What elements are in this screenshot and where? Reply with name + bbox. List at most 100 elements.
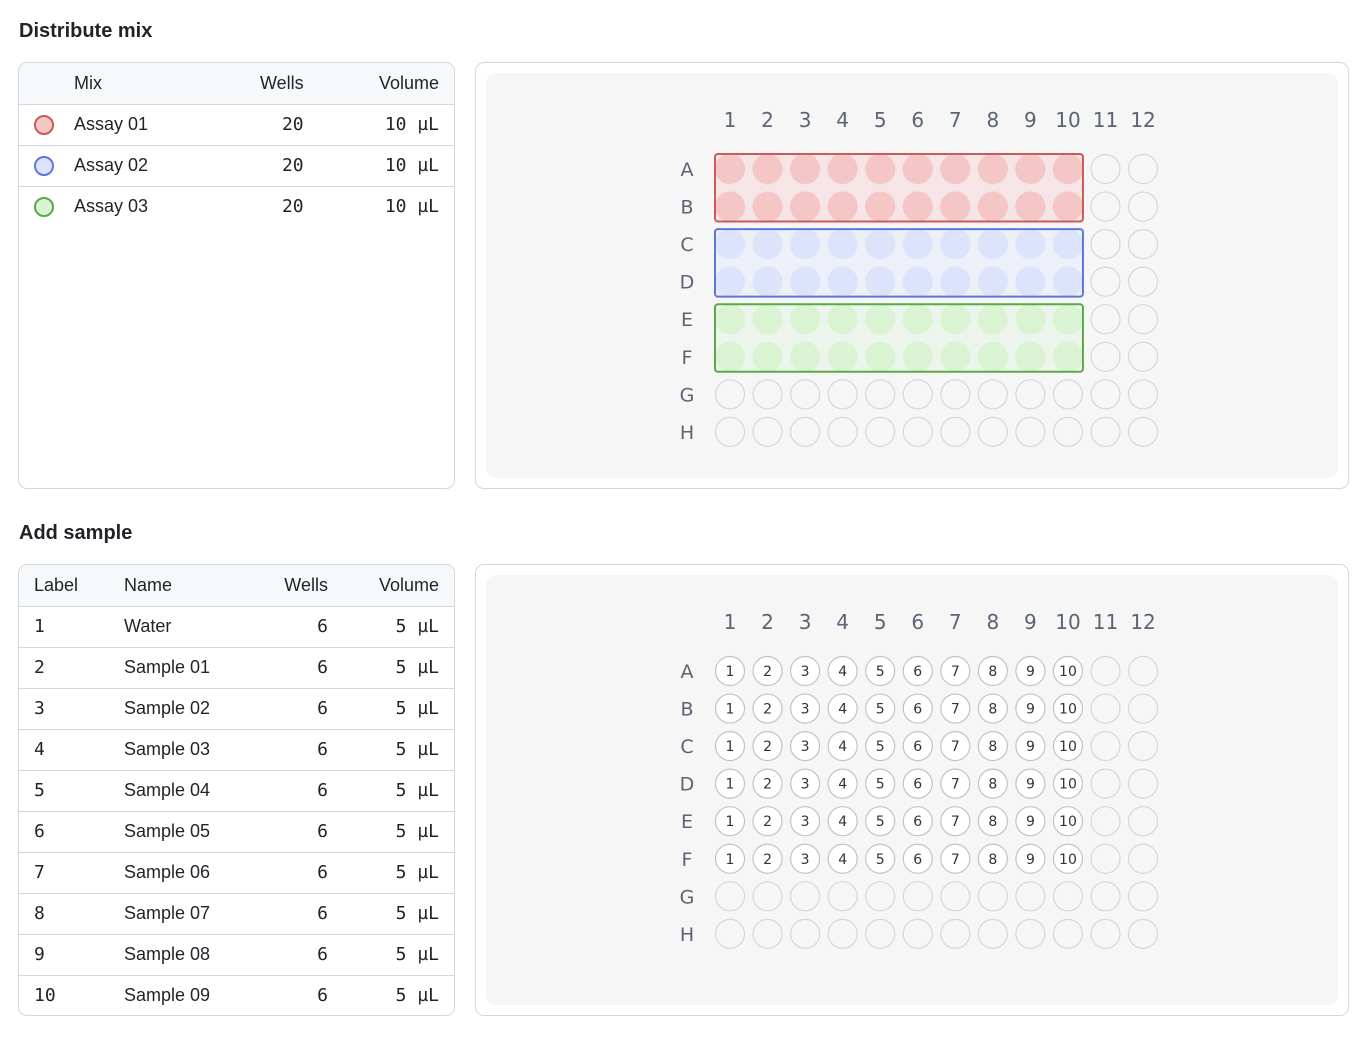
well[interactable] xyxy=(790,843,821,874)
well[interactable] xyxy=(902,416,933,447)
well[interactable] xyxy=(940,379,971,410)
well[interactable] xyxy=(1090,806,1121,837)
well[interactable] xyxy=(940,806,971,837)
well[interactable] xyxy=(977,731,1008,762)
well[interactable] xyxy=(714,806,746,837)
well[interactable] xyxy=(902,655,933,687)
well[interactable] xyxy=(1127,266,1159,297)
well[interactable] xyxy=(1015,731,1046,762)
well[interactable] xyxy=(1127,191,1159,222)
well[interactable] xyxy=(1052,918,1084,949)
well[interactable] xyxy=(1015,693,1046,724)
well[interactable] xyxy=(1052,379,1084,410)
well[interactable] xyxy=(1127,881,1159,912)
well[interactable] xyxy=(827,843,858,874)
well[interactable] xyxy=(752,379,783,410)
well[interactable] xyxy=(1015,881,1046,912)
mix-row[interactable]: Assay 01 20 10 µL xyxy=(19,104,454,146)
well[interactable] xyxy=(827,806,858,837)
sample-row[interactable]: 5 Sample 04 6 5 µL xyxy=(19,770,454,812)
well[interactable] xyxy=(714,693,746,724)
sample-row[interactable]: 6 Sample 05 6 5 µL xyxy=(19,811,454,853)
well[interactable] xyxy=(1127,379,1159,410)
well[interactable] xyxy=(940,768,971,799)
well[interactable] xyxy=(1090,304,1121,335)
well[interactable] xyxy=(714,416,746,447)
well[interactable] xyxy=(977,881,1008,912)
well[interactable] xyxy=(1127,304,1159,335)
well[interactable] xyxy=(1015,918,1046,949)
well[interactable] xyxy=(940,731,971,762)
well[interactable] xyxy=(752,731,783,762)
well[interactable] xyxy=(1127,153,1159,185)
well[interactable] xyxy=(752,843,783,874)
well[interactable] xyxy=(977,806,1008,837)
well[interactable] xyxy=(977,379,1008,410)
well[interactable] xyxy=(827,379,858,410)
well[interactable] xyxy=(1090,843,1121,874)
mix-row[interactable]: Assay 02 20 10 µL xyxy=(19,145,454,187)
well[interactable] xyxy=(1090,768,1121,799)
well[interactable] xyxy=(714,881,746,912)
well[interactable] xyxy=(902,693,933,724)
sample-row[interactable]: 8 Sample 07 6 5 µL xyxy=(19,893,454,935)
well[interactable] xyxy=(1015,768,1046,799)
well[interactable] xyxy=(714,918,746,949)
well[interactable] xyxy=(902,918,933,949)
well[interactable] xyxy=(752,416,783,447)
well[interactable] xyxy=(1127,229,1159,260)
sample-row[interactable]: 10 Sample 09 6 5 µL xyxy=(19,975,454,1015)
well[interactable] xyxy=(752,918,783,949)
well[interactable] xyxy=(827,416,858,447)
sample-row[interactable]: 7 Sample 06 6 5 µL xyxy=(19,852,454,894)
well[interactable] xyxy=(1090,341,1121,372)
well[interactable] xyxy=(790,693,821,724)
well[interactable] xyxy=(902,768,933,799)
well[interactable] xyxy=(902,843,933,874)
well[interactable] xyxy=(865,806,896,837)
well[interactable] xyxy=(1090,693,1121,724)
well[interactable] xyxy=(940,918,971,949)
well[interactable] xyxy=(714,731,746,762)
well[interactable] xyxy=(940,693,971,724)
well[interactable] xyxy=(977,416,1008,447)
well[interactable] xyxy=(1052,693,1084,724)
well[interactable] xyxy=(865,918,896,949)
well[interactable] xyxy=(865,768,896,799)
well[interactable] xyxy=(865,379,896,410)
well[interactable] xyxy=(1052,768,1084,799)
well[interactable] xyxy=(827,655,858,687)
well[interactable] xyxy=(714,768,746,799)
well[interactable] xyxy=(790,918,821,949)
well[interactable] xyxy=(790,768,821,799)
well[interactable] xyxy=(1127,768,1159,799)
well[interactable] xyxy=(752,881,783,912)
well[interactable] xyxy=(1052,881,1084,912)
well[interactable] xyxy=(940,655,971,687)
well[interactable] xyxy=(1127,806,1159,837)
well[interactable] xyxy=(977,655,1008,687)
well[interactable] xyxy=(752,655,783,687)
well[interactable] xyxy=(827,768,858,799)
well[interactable] xyxy=(1015,806,1046,837)
well[interactable] xyxy=(865,881,896,912)
mix-row[interactable]: Assay 03 20 10 µL xyxy=(19,186,454,227)
well[interactable] xyxy=(865,731,896,762)
well[interactable] xyxy=(1015,655,1046,687)
well[interactable] xyxy=(865,843,896,874)
well[interactable] xyxy=(790,379,821,410)
well[interactable] xyxy=(790,881,821,912)
sample-row[interactable]: 2 Sample 01 6 5 µL xyxy=(19,647,454,689)
well[interactable] xyxy=(977,918,1008,949)
well[interactable] xyxy=(1052,806,1084,837)
well[interactable] xyxy=(1127,843,1159,874)
well[interactable] xyxy=(865,693,896,724)
well[interactable] xyxy=(1015,843,1046,874)
well[interactable] xyxy=(1090,379,1121,410)
well[interactable] xyxy=(827,731,858,762)
well[interactable] xyxy=(827,918,858,949)
well[interactable] xyxy=(865,655,896,687)
well[interactable] xyxy=(902,379,933,410)
well[interactable] xyxy=(1052,655,1084,687)
well[interactable] xyxy=(714,843,746,874)
